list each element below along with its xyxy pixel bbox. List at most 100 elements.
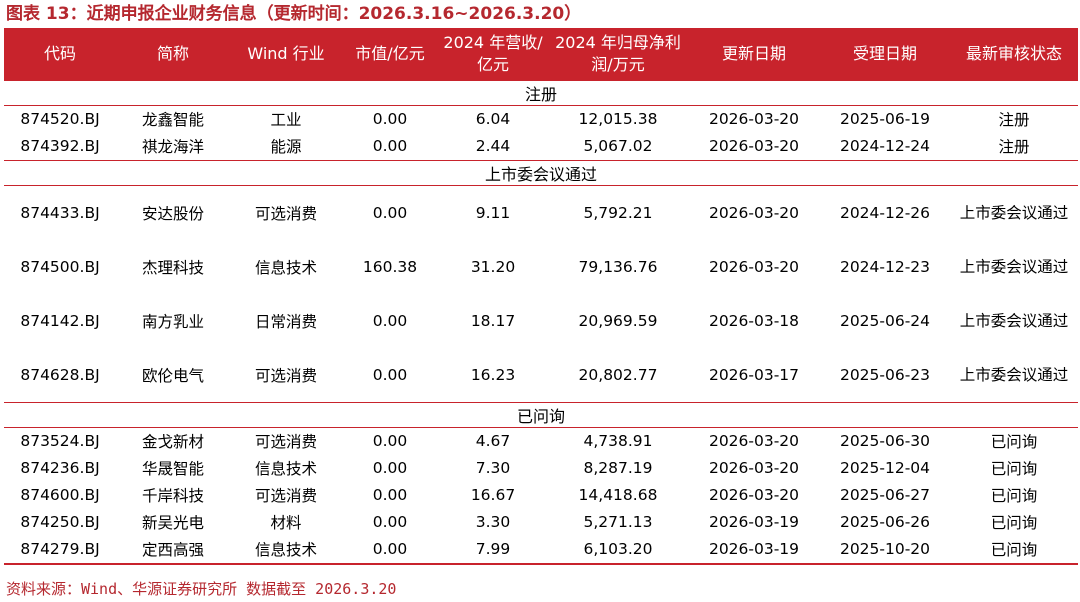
cell-net-profit: 20,969.59 xyxy=(578,311,658,330)
table-row: 874500.BJ 杰理科技 信息技术 160.38 31.20 79,136.76 202… xyxy=(4,240,1078,294)
cell-code: 874520.BJ xyxy=(20,110,100,128)
cell-accept-date: 2025-06-26 xyxy=(839,513,931,531)
cell-net-profit: 5,067.02 xyxy=(583,137,653,155)
cell-review-status: 已问询 xyxy=(990,514,1038,532)
cell-review-status: 上市委会议通过 xyxy=(959,257,1069,276)
cell-market-cap: 0.00 xyxy=(372,203,408,222)
cell-market-cap: 0.00 xyxy=(372,432,408,450)
cell-industry: 可选消费 xyxy=(254,204,317,223)
cell-accept-date: 2025-06-27 xyxy=(839,486,931,504)
table-row: 874628.BJ 欧伦电气 可选消费 0.00 16.23 20,802.77 2026-… xyxy=(4,348,1078,403)
cell-industry: 材料 xyxy=(270,514,302,532)
cell-short-name: 华晟智能 xyxy=(141,460,204,478)
cell-review-status: 上市委会议通过 xyxy=(959,203,1069,222)
cell-update-date: 2026-03-20 xyxy=(708,110,800,128)
cell-review-status: 已问询 xyxy=(990,460,1038,478)
cell-review-status: 上市委会议通过 xyxy=(959,365,1069,384)
cell-revenue: 18.17 xyxy=(470,311,516,330)
cell-update-date: 2026-03-19 xyxy=(708,513,800,531)
group-row: 注册 xyxy=(4,79,1078,106)
cell-market-cap: 0.00 xyxy=(372,486,408,504)
cell-industry: 可选消费 xyxy=(254,433,317,451)
header-short-name: 简称 xyxy=(116,28,230,80)
cell-accept-date: 2025-06-24 xyxy=(839,311,931,330)
cell-market-cap: 160.38 xyxy=(362,257,418,276)
cell-industry: 日常消费 xyxy=(254,312,317,331)
cell-net-profit: 6,103.20 xyxy=(548,535,688,565)
cell-revenue: 7.30 xyxy=(475,459,511,477)
cell-accept-date: 2025-06-30 xyxy=(839,432,931,450)
cell-update-date: 2026-03-19 xyxy=(688,535,820,565)
cell-accept-date: 2025-06-19 xyxy=(839,110,931,128)
table-row: 874520.BJ 龙鑫智能 工业 0.00 6.04 12,015.38 2026-03-… xyxy=(4,105,1078,133)
cell-net-profit: 20,802.77 xyxy=(578,365,658,384)
cell-net-profit: 14,418.68 xyxy=(578,486,658,504)
cell-code: 874500.BJ xyxy=(20,257,100,276)
cell-short-name: 欧伦电气 xyxy=(141,366,204,385)
cell-industry: 能源 xyxy=(270,138,302,156)
cell-market-cap: 0.00 xyxy=(372,365,408,384)
cell-short-name: 龙鑫智能 xyxy=(141,111,204,129)
header-market-cap: 市值/亿元 xyxy=(342,28,438,80)
ipo-table-container: 代码 简称 Wind 行业 市值/亿元 2024 年营收/亿元 2024 年归母… xyxy=(4,28,1078,565)
cell-accept-date: 2024-12-24 xyxy=(839,137,931,155)
cell-short-name: 金戈新材 xyxy=(141,433,204,451)
cell-revenue: 3.30 xyxy=(475,513,511,531)
cell-net-profit: 12,015.38 xyxy=(578,110,658,128)
figure-title: 图表 13：近期申报企业财务信息（更新时间：2026.3.16~2026.3.2… xyxy=(6,4,582,24)
cell-revenue: 2.44 xyxy=(475,137,511,155)
table-row: 874236.BJ 华晟智能 信息技术 0.00 7.30 8,287.19 2026-03… xyxy=(4,455,1078,482)
cell-accept-date: 2025-06-23 xyxy=(839,365,931,384)
header-industry: Wind 行业 xyxy=(230,28,342,80)
cell-industry: 工业 xyxy=(270,111,302,129)
cell-update-date: 2026-03-20 xyxy=(708,486,800,504)
cell-update-date: 2026-03-20 xyxy=(708,257,800,276)
cell-code: 874142.BJ xyxy=(20,311,100,330)
table-row: 874279.BJ 定西高强 信息技术 0.00 7.99 6,103.20 2026-03… xyxy=(4,535,1078,565)
cell-short-name: 安达股份 xyxy=(141,204,204,223)
cell-revenue: 31.20 xyxy=(470,257,516,276)
cell-net-profit: 79,136.76 xyxy=(578,257,658,276)
cell-revenue: 9.11 xyxy=(475,203,511,222)
cell-update-date: 2026-03-20 xyxy=(708,459,800,477)
header-update-date: 更新日期 xyxy=(688,28,820,80)
cell-market-cap: 0.00 xyxy=(372,513,408,531)
cell-update-date: 2026-03-18 xyxy=(708,311,800,330)
cell-net-profit: 5,792.21 xyxy=(583,203,653,222)
cell-short-name: 杰理科技 xyxy=(141,258,204,277)
header-review-status: 最新审核状态 xyxy=(950,28,1078,80)
cell-accept-date: 2024-12-23 xyxy=(839,257,931,276)
table-row: 874392.BJ 祺龙海洋 能源 0.00 2.44 5,067.02 2026-03-2… xyxy=(4,133,1078,161)
cell-short-name: 南方乳业 xyxy=(141,312,204,331)
cell-code: 874236.BJ xyxy=(20,459,100,477)
cell-revenue: 7.99 xyxy=(438,535,548,565)
cell-code: 874250.BJ xyxy=(20,513,100,531)
cell-code: 874433.BJ xyxy=(20,203,100,222)
cell-net-profit: 8,287.19 xyxy=(583,459,653,477)
ipo-filings-table: 代码 简称 Wind 行业 市值/亿元 2024 年营收/亿元 2024 年归母… xyxy=(4,28,1078,565)
cell-code: 874600.BJ xyxy=(20,486,100,504)
header-net-profit: 2024 年归母净利润/万元 xyxy=(548,28,688,80)
cell-revenue: 16.67 xyxy=(470,486,516,504)
cell-review-status: 已问询 xyxy=(990,487,1038,505)
header-accept-date: 受理日期 xyxy=(820,28,950,80)
cell-industry: 信息技术 xyxy=(254,460,317,478)
cell-accept-date: 2024-12-26 xyxy=(839,203,931,222)
header-code: 代码 xyxy=(4,28,116,80)
cell-short-name: 新吴光电 xyxy=(141,514,204,532)
cell-update-date: 2026-03-20 xyxy=(708,137,800,155)
cell-industry: 可选消费 xyxy=(254,487,317,505)
group-label: 注册 xyxy=(4,79,1078,106)
table-row: 874142.BJ 南方乳业 日常消费 0.00 18.17 20,969.59 2026-… xyxy=(4,294,1078,348)
cell-industry: 可选消费 xyxy=(254,366,317,385)
cell-code: 874279.BJ xyxy=(4,535,116,565)
cell-accept-date: 2025-12-04 xyxy=(839,459,931,477)
cell-update-date: 2026-03-20 xyxy=(708,203,800,222)
cell-revenue: 6.04 xyxy=(475,110,511,128)
cell-code: 874628.BJ xyxy=(20,365,100,384)
cell-industry: 信息技术 xyxy=(254,258,317,277)
cell-review-status: 注册 xyxy=(998,111,1030,129)
cell-review-status: 已问询 xyxy=(950,535,1078,565)
cell-short-name: 定西高强 xyxy=(116,535,230,565)
table-row: 874600.BJ 千岸科技 可选消费 0.00 16.67 14,418.68 2026-… xyxy=(4,482,1078,509)
